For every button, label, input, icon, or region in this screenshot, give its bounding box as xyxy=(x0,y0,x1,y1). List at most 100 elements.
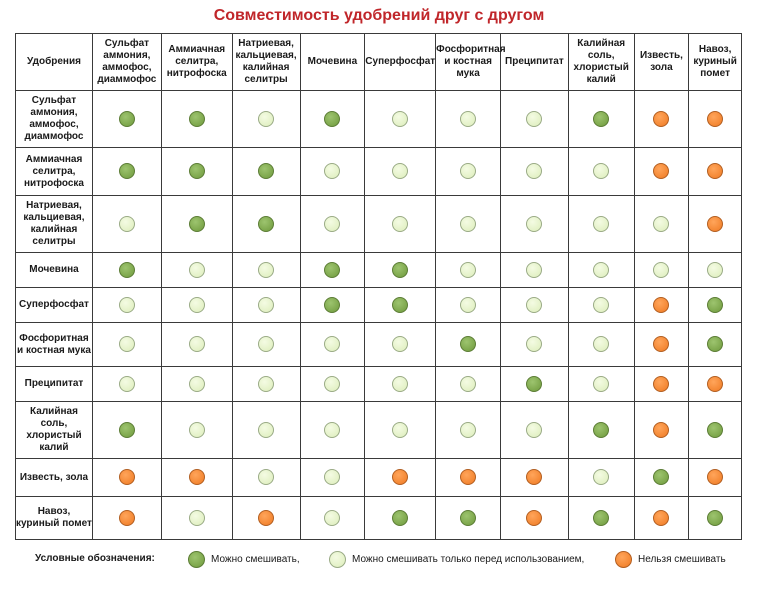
column-header: Сульфат аммония, аммофос, диаммофос xyxy=(91,33,162,91)
light-green-dot-icon xyxy=(593,163,610,180)
column-header: Мочевина xyxy=(299,33,366,91)
compatibility-cell xyxy=(91,366,162,402)
legend-title: Условные обозначения: xyxy=(35,553,155,564)
light-green-dot-icon xyxy=(392,215,409,232)
compatibility-cell xyxy=(231,252,301,288)
compatibility-cell xyxy=(435,252,501,288)
light-green-dot-icon xyxy=(593,296,610,313)
table-row: Аммиачная селитра, нитрофоска xyxy=(15,147,742,196)
compatibility-cell xyxy=(435,90,501,148)
orange-dot-icon xyxy=(526,509,543,526)
compatibility-cell xyxy=(499,366,569,402)
compatibility-cell xyxy=(299,287,366,323)
compatibility-cell xyxy=(435,458,501,497)
green-dot-icon xyxy=(707,296,724,313)
light-green-dot-icon xyxy=(324,215,341,232)
green-dot-icon xyxy=(392,296,409,313)
green-dot-icon xyxy=(707,509,724,526)
orange-dot-icon xyxy=(615,551,632,568)
row-header: Навоз, куриный помет xyxy=(15,496,93,540)
chart-title: Совместимость удобрений друг с другом xyxy=(213,7,545,24)
light-green-dot-icon xyxy=(324,421,341,438)
compatibility-table: Удобрения Сульфат аммония, аммофос, диам… xyxy=(15,33,742,540)
orange-dot-icon xyxy=(392,469,409,486)
table-row: Фосфоритная и костная мука xyxy=(15,322,742,367)
light-green-dot-icon xyxy=(258,336,275,353)
green-dot-icon xyxy=(188,215,205,232)
light-green-dot-icon xyxy=(188,509,205,526)
green-dot-icon xyxy=(188,551,205,568)
legend-label: Можно смешивать только перед использован… xyxy=(352,554,585,565)
compatibility-cell xyxy=(688,401,742,459)
compatibility-cell xyxy=(633,195,690,253)
orange-dot-icon xyxy=(653,296,670,313)
compatibility-cell xyxy=(299,322,366,367)
compatibility-cell xyxy=(160,496,233,540)
compatibility-cell xyxy=(364,366,437,402)
light-green-dot-icon xyxy=(653,261,670,278)
row-header: Сульфат аммония, аммофос, диаммофос xyxy=(15,90,93,148)
compatibility-cell xyxy=(567,496,635,540)
compatibility-cell xyxy=(499,287,569,323)
compatibility-cell xyxy=(688,195,742,253)
column-header: Навоз, куриный помет xyxy=(688,33,742,91)
compatibility-cell xyxy=(688,322,742,367)
light-green-dot-icon xyxy=(526,110,543,127)
green-dot-icon xyxy=(258,215,275,232)
row-header: Калийная соль, хлористый калий xyxy=(15,401,93,459)
light-green-dot-icon xyxy=(118,336,135,353)
row-header: Мочевина xyxy=(15,252,93,288)
compatibility-cell xyxy=(160,458,233,497)
compatibility-cell xyxy=(91,496,162,540)
compatibility-cell xyxy=(435,147,501,196)
table-row: Натриевая, кальциевая, калийная селитры xyxy=(15,195,742,253)
compatibility-cell xyxy=(633,366,690,402)
compatibility-cell xyxy=(435,322,501,367)
compatibility-cell xyxy=(231,496,301,540)
compatibility-cell xyxy=(435,287,501,323)
light-green-dot-icon xyxy=(188,296,205,313)
table-body: Сульфат аммония, аммофос, диаммофос Аммиа… xyxy=(15,90,742,540)
compatibility-cell xyxy=(160,366,233,402)
compatibility-cell xyxy=(91,147,162,196)
light-green-dot-icon xyxy=(258,296,275,313)
light-green-dot-icon xyxy=(593,261,610,278)
legend-item-before-use: Можно смешивать только перед использован… xyxy=(329,551,584,568)
table-row: Суперфосфат xyxy=(15,287,742,323)
orange-dot-icon xyxy=(653,375,670,392)
light-green-dot-icon xyxy=(526,421,543,438)
compatibility-cell xyxy=(160,252,233,288)
row-header: Аммиачная селитра, нитрофоска xyxy=(15,147,93,196)
compatibility-cell xyxy=(499,90,569,148)
legend-item-compatible: Можно смешивать, xyxy=(188,551,300,568)
light-green-dot-icon xyxy=(593,469,610,486)
compatibility-cell xyxy=(91,195,162,253)
green-dot-icon xyxy=(593,110,610,127)
compatibility-cell xyxy=(299,147,366,196)
light-green-dot-icon xyxy=(460,421,477,438)
compatibility-cell xyxy=(299,252,366,288)
table-row: Калийная соль, хлористый калий xyxy=(15,401,742,459)
compatibility-cell xyxy=(567,195,635,253)
green-dot-icon xyxy=(707,336,724,353)
compatibility-cell xyxy=(364,252,437,288)
compatibility-cell xyxy=(299,401,366,459)
compatibility-cell xyxy=(231,90,301,148)
light-green-dot-icon xyxy=(526,336,543,353)
compatibility-cell xyxy=(435,401,501,459)
light-green-dot-icon xyxy=(460,163,477,180)
green-dot-icon xyxy=(593,509,610,526)
compatibility-cell xyxy=(160,322,233,367)
orange-dot-icon xyxy=(653,163,670,180)
compatibility-cell xyxy=(231,458,301,497)
orange-dot-icon xyxy=(460,469,477,486)
light-green-dot-icon xyxy=(258,261,275,278)
column-header: Преципитат xyxy=(499,33,569,91)
column-header: Калийная соль, хлористый калий xyxy=(567,33,635,91)
light-green-dot-icon xyxy=(324,469,341,486)
orange-dot-icon xyxy=(118,509,135,526)
compatibility-cell xyxy=(567,458,635,497)
compatibility-cell xyxy=(231,366,301,402)
compatibility-cell xyxy=(633,252,690,288)
compatibility-cell xyxy=(364,322,437,367)
